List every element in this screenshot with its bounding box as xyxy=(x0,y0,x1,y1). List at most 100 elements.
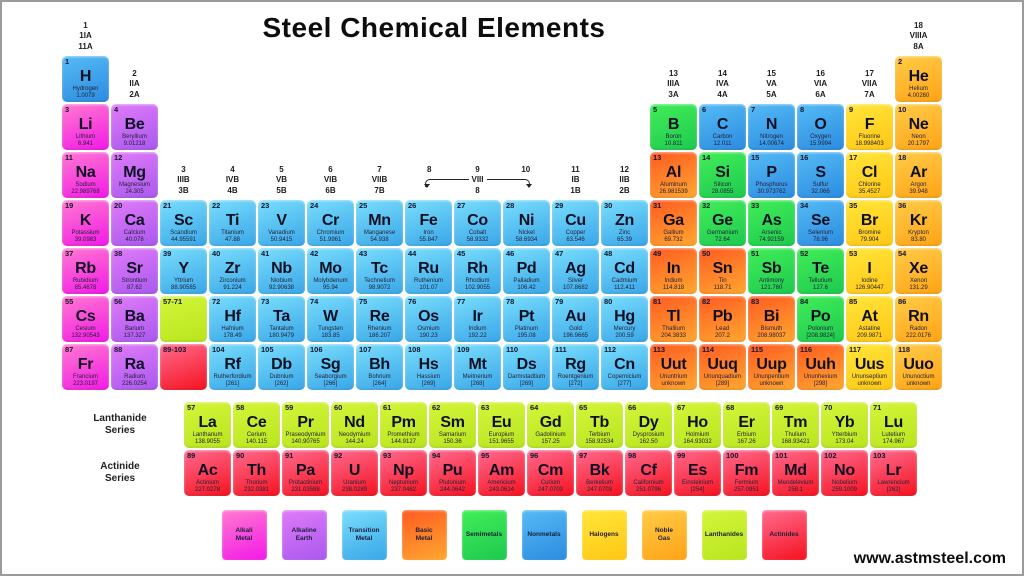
atomic-mass: 257.0951 xyxy=(733,487,760,493)
element-symbol: V xyxy=(276,212,287,229)
atomic-mass: 106.42 xyxy=(517,285,536,291)
atomic-number: 32 xyxy=(702,201,711,210)
atomic-number: 27 xyxy=(457,201,466,210)
element-n: 7 N Nitrogen 14.00674 xyxy=(748,104,795,150)
atomic-number: 75 xyxy=(359,297,368,306)
element-symbol: Rg xyxy=(565,356,586,373)
element-name: Cobalt xyxy=(468,230,487,236)
element-ag: 47 Ag Silver 107.8682 xyxy=(552,248,599,294)
element-nd: 60 Nd Neodymium 144.24 xyxy=(331,402,378,448)
placeholder-range: 89-103 xyxy=(163,345,187,354)
element-name: Thulium xyxy=(784,432,807,438)
element-mt: 109 Mt Meitnerium [268] xyxy=(454,344,501,390)
group-label-6: 6 VIB 6B xyxy=(323,164,338,195)
atomic-mass: 35.4527 xyxy=(858,189,881,195)
element-name: Terbium xyxy=(588,432,611,438)
element-symbol: Uuh xyxy=(805,356,836,373)
atomic-number: 72 xyxy=(212,297,221,306)
element-name: Lanthanum xyxy=(192,432,223,438)
element-name: Californium xyxy=(633,480,664,486)
element-name: Iridium xyxy=(468,326,487,332)
element-symbol: Xe xyxy=(909,260,928,277)
atomic-mass: 63.546 xyxy=(566,237,585,243)
atomic-number: 60 xyxy=(334,403,343,412)
group-label-11: 11 IB 1B xyxy=(570,164,581,195)
element-symbol: Er xyxy=(738,414,755,431)
element-lr: 103 Lr Lawrencium [262] xyxy=(870,450,917,496)
atomic-number: 112 xyxy=(604,345,617,354)
atomic-mass: 207.2 xyxy=(714,333,730,339)
element-rf: 104 Rf Rutherfordium [261] xyxy=(209,344,256,390)
element-fe: 26 Fe Iron 55.847 xyxy=(405,200,452,246)
atomic-mass: 95.94 xyxy=(322,285,338,291)
element-f: 9 F Fluorine 18.998403 xyxy=(846,104,893,150)
element-zr: 40 Zr Zirconium 91.224 xyxy=(209,248,256,294)
atomic-number: 25 xyxy=(359,201,368,210)
placeholder-89-103: 89-103 xyxy=(160,344,207,390)
element-fm: 100 Fm Fermium 257.0951 xyxy=(723,450,770,496)
atomic-mass: [272] xyxy=(568,381,583,387)
element-name: Samarium xyxy=(438,432,467,438)
atomic-number: 99 xyxy=(677,451,686,460)
atomic-mass: 98.9072 xyxy=(368,285,391,291)
element-name: Americium xyxy=(487,480,516,486)
atomic-mass: 167.26 xyxy=(737,439,756,445)
element-v: 23 V Vanadium 50.9415 xyxy=(258,200,305,246)
element-symbol: P xyxy=(766,164,777,181)
group-label-1: 1 1IA 11A xyxy=(78,20,93,51)
element-symbol: Co xyxy=(467,212,488,229)
atomic-number: 44 xyxy=(408,249,417,258)
atomic-number: 68 xyxy=(726,403,735,412)
element-symbol: Y xyxy=(178,260,189,277)
element-name: Dysprosium xyxy=(632,432,665,438)
legend-halogen: Halogens xyxy=(581,510,627,560)
atomic-number: 118 xyxy=(898,345,911,354)
atomic-mass: 88.90585 xyxy=(170,285,197,291)
element-name: Antimony xyxy=(758,278,784,284)
group-label-5: 5 VB 5B xyxy=(275,164,288,195)
atomic-number: 92 xyxy=(334,451,343,460)
atomic-mass: 92.90638 xyxy=(268,285,295,291)
atomic-number: 97 xyxy=(579,451,588,460)
atomic-mass: [254] xyxy=(690,487,705,493)
element-symbol: Dy xyxy=(638,414,659,431)
atomic-mass: 247.0703 xyxy=(586,487,613,493)
atomic-number: 76 xyxy=(408,297,417,306)
element-lu: 71 Lu Lutetium 174.967 xyxy=(870,402,917,448)
atomic-number: 57 xyxy=(187,403,196,412)
element-name: Chlorine xyxy=(858,182,881,188)
atomic-mass: 24.305 xyxy=(125,189,144,195)
group-label-13: 13 IIIA 3A xyxy=(667,68,680,99)
element-symbol: Uuq xyxy=(707,356,738,373)
element-name: Einsteinium xyxy=(681,480,713,486)
element-be: 4 Be Beryllium 9.01218 xyxy=(111,104,158,150)
atomic-mass: 78.96 xyxy=(812,237,828,243)
element-md: 101 Md Mendelevium 258.1 xyxy=(772,450,819,496)
atomic-number: 55 xyxy=(65,297,74,306)
element-symbol: Tc xyxy=(371,260,388,277)
element-name: Rubidium xyxy=(72,278,99,284)
element-ba: 56 Ba Barium 137.327 xyxy=(111,296,158,342)
element-cf: 98 Cf Californium 251.0796 xyxy=(625,450,672,496)
element-symbol: O xyxy=(814,116,827,133)
element-symbol: Ac xyxy=(197,462,218,479)
atomic-mass: 32.066 xyxy=(811,189,830,195)
element-pt: 78 Pt Platinum 195.08 xyxy=(503,296,550,342)
element-symbol: Rf xyxy=(224,356,241,373)
element-name: Cesium xyxy=(75,326,96,332)
atomic-number: 111 xyxy=(555,345,567,354)
element-na: 11 Na Sodium 22.989768 xyxy=(62,152,109,198)
atomic-mass: 118.71 xyxy=(713,285,732,291)
element-symbol: Mg xyxy=(123,164,146,181)
atomic-mass: 209.9871 xyxy=(856,333,883,339)
placeholder-range: 57-71 xyxy=(163,297,183,306)
atomic-mass: 107.8682 xyxy=(562,285,589,291)
atomic-number: 40 xyxy=(212,249,221,258)
element-ir: 77 Ir Iridium 192.22 xyxy=(454,296,501,342)
atomic-number: 89 xyxy=(187,451,196,460)
group-label-14: 14 IVA 4A xyxy=(716,68,729,99)
atomic-mass: [262] xyxy=(886,487,901,493)
atomic-mass: 58.6934 xyxy=(515,237,538,243)
element-te: 52 Te Tellurium 127.6 xyxy=(797,248,844,294)
element-cs: 55 Cs Cesium 132.90543 xyxy=(62,296,109,342)
